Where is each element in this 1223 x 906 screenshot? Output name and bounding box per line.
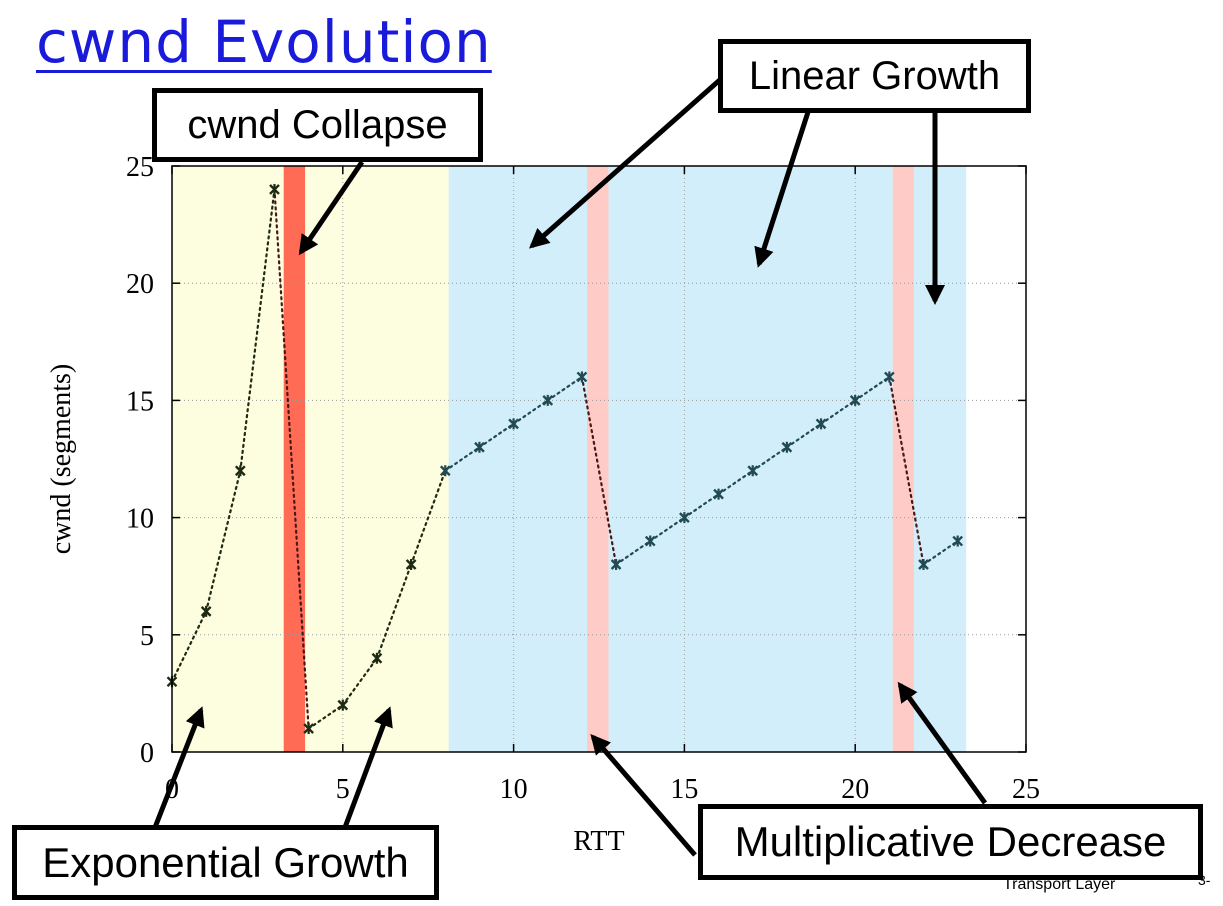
cwnd-collapse-label: cwnd Collapse <box>187 103 448 147</box>
series-segment <box>444 446 481 472</box>
data-point <box>269 183 280 195</box>
decrease-arrow-1 <box>590 733 697 857</box>
data-point <box>439 465 451 477</box>
series-segment <box>170 610 208 683</box>
series-segment <box>239 188 276 472</box>
data-point <box>405 558 417 570</box>
data-point <box>371 652 383 664</box>
region-bands <box>172 166 967 752</box>
x-tick-label: 5 <box>336 774 350 805</box>
series-segment <box>785 422 823 449</box>
data-point <box>337 699 349 711</box>
data-point <box>849 394 861 406</box>
x-tick-label: 25 <box>1012 774 1040 805</box>
series-segment <box>854 375 891 402</box>
multiplicative-decrease-label: Multiplicative Decrease <box>734 818 1167 865</box>
data-point <box>610 558 622 570</box>
data-point <box>508 418 519 430</box>
data-point <box>644 535 656 547</box>
y-tick-label: 15 <box>126 386 154 417</box>
axis-ticks: 05101520250510152025 <box>126 152 1040 805</box>
region-collapse-1 <box>283 166 306 752</box>
x-tick-label: 10 <box>500 774 528 805</box>
region-decrease-6 <box>892 166 914 752</box>
collapse-arrow <box>298 160 365 256</box>
data-point <box>474 441 485 453</box>
region-exponential-0 <box>172 166 284 752</box>
series-segment <box>546 375 584 402</box>
x-tick-label: 15 <box>670 774 698 805</box>
data-point <box>200 605 212 617</box>
grid-lines <box>172 166 1026 752</box>
series-segment <box>273 188 310 730</box>
exponential-arrow-2 <box>341 706 393 831</box>
series-segment <box>751 446 788 472</box>
data-point <box>918 558 929 570</box>
series-segment <box>649 516 686 543</box>
slide-title: cwnd Evolution <box>36 8 492 76</box>
decrease-arrow-2 <box>897 681 988 805</box>
x-tick-label: 20 <box>841 774 869 805</box>
data-point <box>303 723 314 735</box>
data-point <box>234 465 246 477</box>
series-segment <box>410 469 447 566</box>
data-point <box>781 441 793 453</box>
series-segment <box>580 375 618 566</box>
region-exponential-2 <box>305 166 449 752</box>
callout-arrows <box>151 76 988 857</box>
multiplicative-decrease-callout: Multiplicative Decrease <box>698 804 1203 880</box>
footer-text: Transport Layer <box>1003 876 1116 893</box>
region-linear-5 <box>608 166 893 752</box>
series-segment <box>717 469 754 496</box>
exponential-arrow-1 <box>151 706 205 831</box>
linear-growth-label: Linear Growth <box>748 54 1001 98</box>
series-segment <box>922 539 959 566</box>
data-point <box>713 488 724 500</box>
region-linear-7 <box>913 166 967 752</box>
data-point <box>815 418 827 430</box>
data-point <box>952 535 964 547</box>
series-segment <box>819 399 857 425</box>
series-segment <box>375 563 413 660</box>
exponential-growth-label: Exponential Growth <box>42 838 409 886</box>
cwnd-series <box>166 183 964 735</box>
data-point <box>576 371 588 383</box>
series-segment <box>307 704 344 730</box>
linear-growth-callout: Linear Growth <box>718 39 1031 113</box>
y-tick-label: 5 <box>140 621 154 652</box>
y-tick-label: 0 <box>140 738 154 769</box>
region-linear-3 <box>448 166 588 752</box>
linear-arrow-2 <box>754 111 811 268</box>
series-segment <box>478 422 515 449</box>
data-point <box>679 512 690 524</box>
exponential-growth-callout: Exponential Growth <box>12 825 439 900</box>
data-point <box>542 394 554 406</box>
x-axis-label: RTT <box>573 826 624 857</box>
page-number: 3- <box>1198 872 1211 888</box>
y-axis-label: cwnd (segments) <box>46 364 77 555</box>
data-point <box>747 465 759 477</box>
series-segment <box>512 399 549 425</box>
y-tick-label: 10 <box>126 504 154 535</box>
series-segment <box>341 657 379 707</box>
series-segment <box>888 375 925 566</box>
data-point <box>884 371 895 383</box>
cwnd-collapse-callout: cwnd Collapse <box>152 88 483 162</box>
y-tick-label: 25 <box>126 152 154 183</box>
linear-arrow-1 <box>529 76 724 249</box>
y-tick-label: 20 <box>126 269 154 300</box>
series-segment <box>683 493 720 519</box>
series-segment <box>614 539 652 566</box>
series-segment <box>205 469 242 613</box>
